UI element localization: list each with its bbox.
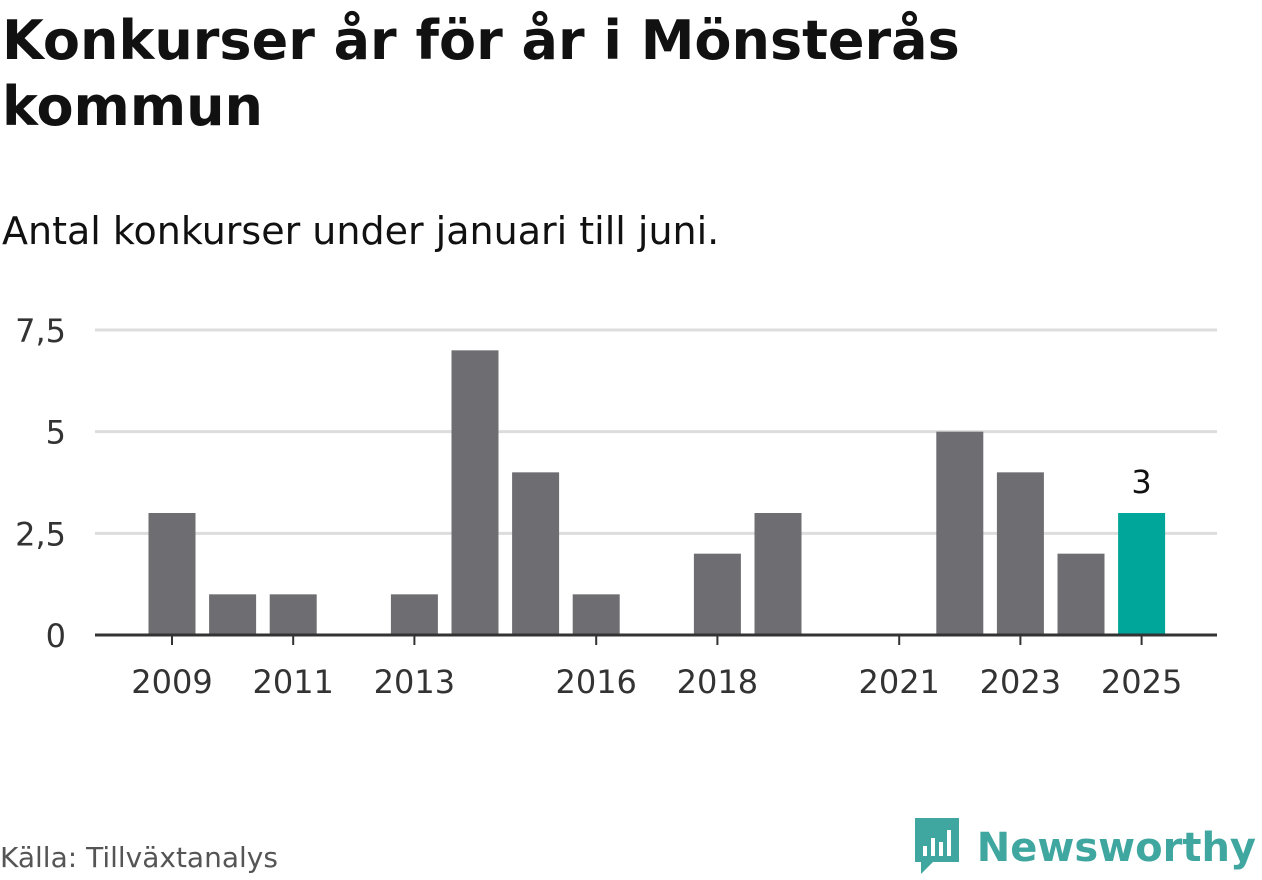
- bar-2018: [693, 553, 741, 635]
- x-tick-label: 2016: [555, 663, 636, 701]
- y-tick-label: 0: [46, 617, 66, 655]
- brand-logo: Newsworthy: [913, 818, 1256, 878]
- newsworthy-logo-icon: [913, 816, 961, 880]
- bar-2022: [936, 431, 984, 635]
- bar-2016: [572, 594, 620, 635]
- x-tick-label: 2021: [858, 663, 939, 701]
- y-tick-label: 7,5: [15, 312, 66, 350]
- chart-subtitle: Antal konkurser under januari till juni.: [2, 209, 720, 253]
- bar-2013: [390, 594, 438, 635]
- bar-2009: [148, 513, 196, 635]
- bar-2023: [996, 472, 1044, 635]
- y-tick-label: 2,5: [15, 515, 66, 553]
- bar-chart: 0 2,5 5 7,5 3 2009 2011 2013 2016 2018 2021 2023 202…: [15, 312, 1217, 701]
- chart-title: Konkurser år för år i Mönsterås kommun: [2, 9, 960, 138]
- brand-name: Newsworthy: [976, 825, 1256, 871]
- bar-2025: [1118, 513, 1166, 635]
- x-tick-label: 2025: [1101, 663, 1182, 701]
- bar-2015: [512, 472, 560, 635]
- x-tick-label: 2023: [980, 663, 1061, 701]
- bar-2011: [269, 594, 317, 635]
- x-tick-label: 2018: [677, 663, 758, 701]
- bar-2024: [1057, 553, 1105, 635]
- bar-2019: [754, 513, 802, 635]
- y-tick-label: 5: [46, 414, 66, 452]
- x-tick-label: 2013: [374, 663, 455, 701]
- x-tick-label: 2009: [131, 663, 212, 701]
- bar-2014: [451, 350, 499, 635]
- source-note: Källa: Tillväxtanalys: [0, 841, 278, 874]
- x-tick-label: 2011: [252, 663, 333, 701]
- bar-2010: [209, 594, 257, 635]
- data-label-2025: 3: [1131, 463, 1151, 501]
